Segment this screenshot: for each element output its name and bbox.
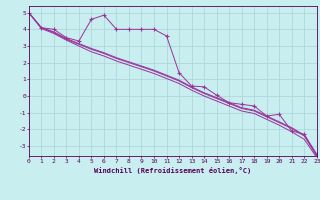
X-axis label: Windchill (Refroidissement éolien,°C): Windchill (Refroidissement éolien,°C): [94, 167, 252, 174]
